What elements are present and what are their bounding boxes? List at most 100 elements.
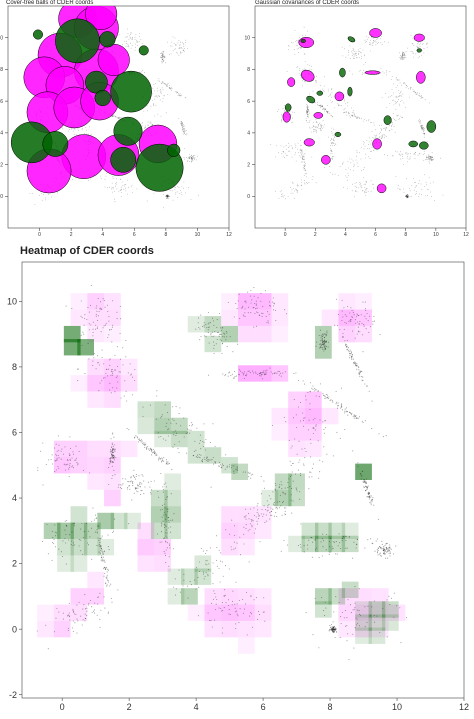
data-point [299,475,302,477]
data-point [68,466,71,468]
data-point [248,561,250,563]
data-point [177,42,179,44]
data-point [161,56,163,58]
data-point [369,502,371,504]
data-point [311,467,313,469]
data-point [308,116,309,118]
data-point [228,371,230,373]
data-point [418,195,420,197]
data-point [317,126,318,128]
data-point [292,147,294,149]
data-point [324,427,326,429]
data-point [180,52,181,54]
data-point [289,476,291,478]
data-point [174,193,176,195]
data-point [185,42,186,44]
data-point [174,91,176,93]
data-point [332,631,334,633]
data-point [159,89,161,91]
data-point [389,552,392,554]
data-point [84,314,86,316]
data-point [184,131,186,132]
data-point [354,196,355,198]
data-point [158,95,160,97]
data-point [86,318,88,321]
data-point [45,624,47,626]
data-point [182,585,184,587]
data-point [322,347,324,349]
data-point [399,118,400,119]
magenta-cell [271,365,289,382]
data-point [429,159,431,161]
data-point [247,370,249,372]
data-point [275,507,277,509]
data-point [129,363,131,365]
data-point [128,35,130,37]
data-point [423,133,425,135]
data-point [262,313,264,315]
data-point [265,371,267,373]
data-point [350,352,353,354]
data-point [419,121,421,123]
data-point [194,579,196,581]
data-point [344,99,345,101]
data-point [196,155,198,157]
data-point [364,308,366,310]
data-point [401,84,402,86]
magenta-cell [221,620,238,638]
data-point [162,56,164,58]
data-point [320,89,321,91]
data-point [257,509,259,511]
data-point [403,54,405,56]
data-point [332,627,334,629]
data-point [367,485,369,487]
data-point [337,314,339,316]
data-point [279,484,281,486]
data-point [346,640,348,642]
green-ellipse [347,36,356,43]
data-point [353,112,355,114]
data-point [414,153,415,154]
data-point [405,106,407,108]
data-point [306,173,307,175]
data-point [104,572,106,574]
data-point [132,482,134,485]
data-point [180,123,182,125]
data-point [300,144,302,146]
data-point [221,465,223,467]
data-point [279,501,281,503]
data-point [52,542,54,544]
data-point [369,496,371,498]
data-point [371,400,373,402]
data-point [289,111,291,113]
data-point [393,92,394,94]
data-point [104,178,106,180]
data-point [260,292,262,294]
data-point [302,85,303,87]
data-point [56,450,58,452]
data-point [220,467,222,469]
data-point [83,333,85,335]
data-point [288,145,290,147]
data-point [122,483,124,485]
data-point [126,428,128,430]
data-point [340,387,343,389]
magenta-cell [87,457,105,474]
data-point [101,558,103,560]
data-point [383,548,385,551]
data-point [65,525,67,527]
data-point [214,461,216,463]
green-cell [381,614,399,631]
data-point [331,139,332,140]
data-point [302,412,304,414]
data-point [370,500,372,502]
data-point [336,401,338,403]
data-point [292,480,294,482]
data-point [401,55,403,57]
data-point [135,487,137,489]
data-point [381,97,383,99]
data-point [358,372,360,374]
data-point [402,53,403,55]
data-point [165,515,167,517]
data-point [348,536,350,538]
